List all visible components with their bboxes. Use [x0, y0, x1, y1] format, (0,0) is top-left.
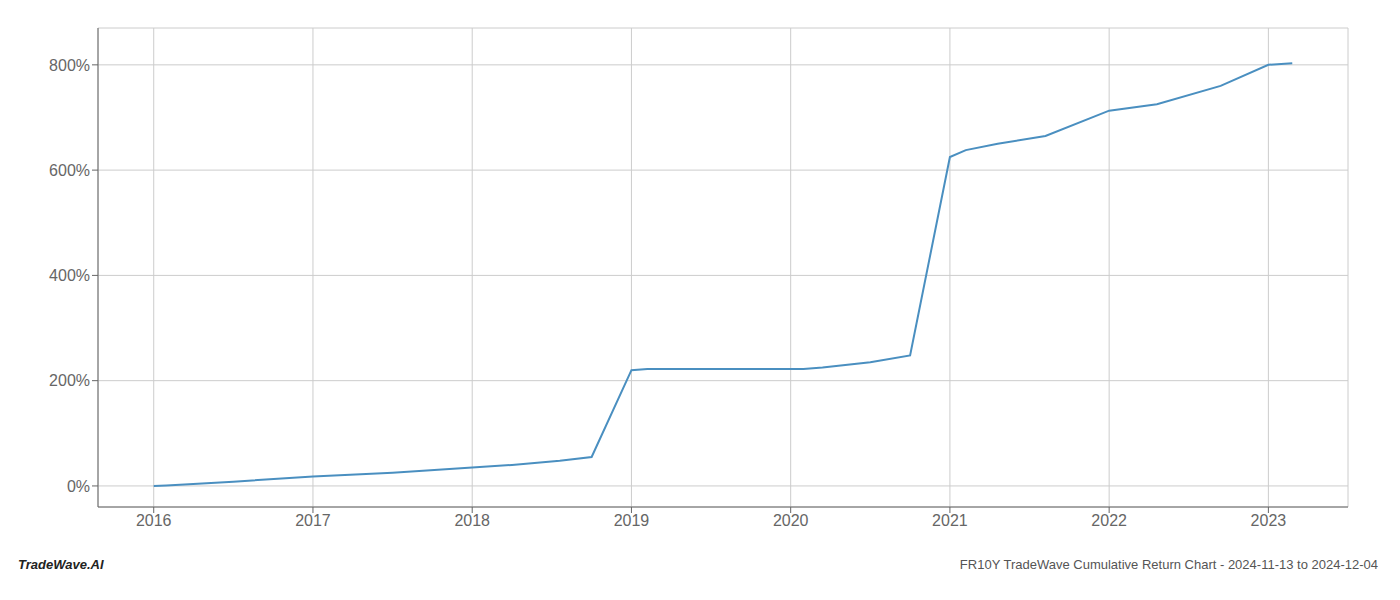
svg-text:2023: 2023	[1251, 512, 1287, 529]
svg-text:2018: 2018	[454, 512, 490, 529]
html-text:TradeWave.AI: TradeWave.AI	[18, 557, 104, 572]
svg-text:2019: 2019	[614, 512, 650, 529]
svg-text:2022: 2022	[1091, 512, 1127, 529]
svg-text:2016: 2016	[136, 512, 172, 529]
svg-text:0%: 0%	[67, 478, 90, 495]
svg-text:2017: 2017	[295, 512, 331, 529]
svg-text:800%: 800%	[49, 57, 90, 74]
svg-text:600%: 600%	[49, 162, 90, 179]
svg-text:2021: 2021	[932, 512, 968, 529]
svg-text:400%: 400%	[49, 267, 90, 284]
svg-text:2020: 2020	[773, 512, 809, 529]
html-text:FR10Y TradeWave Cumulative Ret: FR10Y TradeWave Cumulative Return Chart …	[959, 557, 1378, 572]
svg-text:200%: 200%	[49, 372, 90, 389]
